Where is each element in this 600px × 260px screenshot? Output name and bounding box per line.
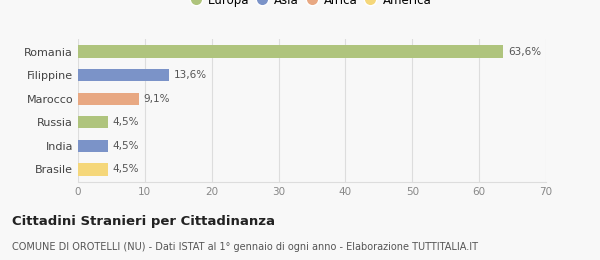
Text: 4,5%: 4,5%: [113, 141, 139, 151]
Text: 9,1%: 9,1%: [143, 94, 170, 104]
Legend: Europa, Asia, Africa, America: Europa, Asia, Africa, America: [189, 0, 435, 11]
Text: 13,6%: 13,6%: [173, 70, 207, 80]
Text: 63,6%: 63,6%: [508, 47, 541, 57]
Bar: [78, 140, 108, 152]
Bar: [78, 116, 108, 128]
Bar: [78, 46, 503, 58]
Bar: [78, 69, 169, 81]
Text: Cittadini Stranieri per Cittadinanza: Cittadini Stranieri per Cittadinanza: [12, 214, 275, 228]
Text: 4,5%: 4,5%: [113, 117, 139, 127]
Bar: [78, 93, 139, 105]
Text: COMUNE DI OROTELLI (NU) - Dati ISTAT al 1° gennaio di ogni anno - Elaborazione T: COMUNE DI OROTELLI (NU) - Dati ISTAT al …: [12, 242, 478, 252]
Text: 4,5%: 4,5%: [113, 164, 139, 174]
Bar: [78, 163, 108, 176]
